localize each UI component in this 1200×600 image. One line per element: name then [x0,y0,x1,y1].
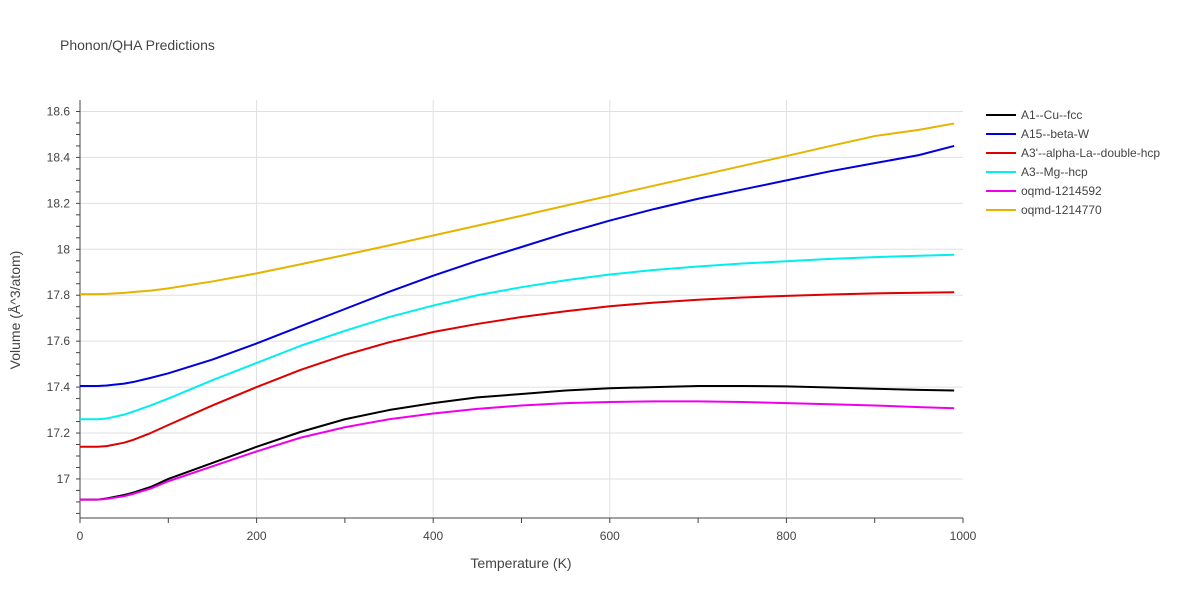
series-line-3[interactable] [80,291,955,448]
x-tick-label: 200 [247,529,267,543]
y-tick-label: 17.6 [47,334,71,348]
y-tick-label: 17.8 [47,288,71,302]
x-axis-title: Temperature (K) [470,555,571,571]
series-line-6[interactable] [80,122,955,296]
y-tick-label: 18.4 [47,150,71,164]
y-tick-label: 17.2 [47,426,71,440]
legend-item[interactable]: A15--beta-W [986,127,1090,141]
y-tick-label: 18.2 [47,196,71,210]
legend-item[interactable]: A3'--alpha-La--double-hcp [986,146,1160,160]
grid [80,100,963,518]
legend-label: A1--Cu--fcc [1021,108,1082,122]
chart-title: Phonon/QHA Predictions [60,37,215,53]
legend-label: A15--beta-W [1021,127,1090,141]
x-tick-label: 1000 [950,529,977,543]
series-line-5[interactable] [80,400,955,501]
legend-label: oqmd-1214592 [1021,184,1102,198]
legend[interactable]: A1--Cu--fcc A15--beta-W A3'--alpha-La--dou… [986,108,1160,217]
y-tick-label: 17 [57,472,71,486]
legend-label: A3'--alpha-La--double-hcp [1021,146,1160,160]
x-tick-label: 0 [77,529,84,543]
legend-item[interactable]: A1--Cu--fcc [986,108,1082,122]
legend-item[interactable]: oqmd-1214592 [986,184,1102,198]
x-tick-label: 400 [423,529,443,543]
axes: 0 200 400 600 800 1000 17 17.2 17.4 17.6 17.8 18 18.… [47,100,977,543]
y-axis-title: Volume (Å^3/atom) [7,251,23,370]
x-tick-label: 600 [600,529,620,543]
series-lines [80,122,955,501]
x-tick-label: 800 [776,529,796,543]
y-tick-label: 18 [57,242,71,256]
y-tick-label: 17.4 [47,380,71,394]
series-line-1[interactable] [80,384,955,501]
legend-item[interactable]: oqmd-1214770 [986,203,1102,217]
series-line-4[interactable] [80,253,955,421]
legend-label: oqmd-1214770 [1021,203,1102,217]
legend-label: A3--Mg--hcp [1021,165,1088,179]
legend-item[interactable]: A3--Mg--hcp [986,165,1088,179]
y-tick-label: 18.6 [47,104,71,118]
series-line-2[interactable] [80,144,955,387]
